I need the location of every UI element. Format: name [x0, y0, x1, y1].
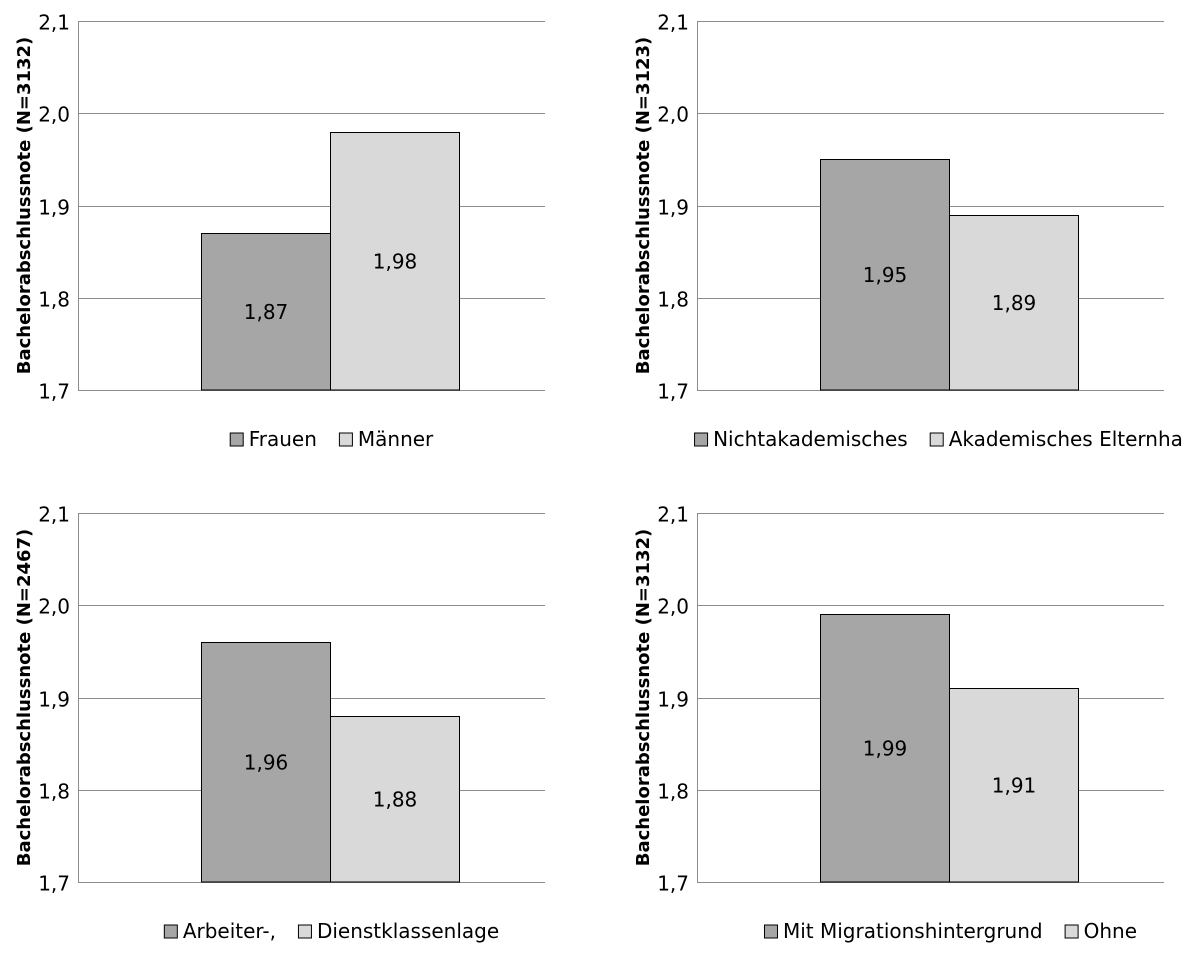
legend: Mit Migrationshintergrund Ohne: [763, 919, 1137, 943]
chart-gender: 1,7 1,8 1,9 2,0 2,1 Bachelorabschlussnote (N=…: [0, 0, 591, 475]
y-axis-title: Bachelorabschlussnote (N=3132): [633, 529, 654, 867]
y-tick-label: 1,7: [38, 872, 70, 896]
y-tick-label: 1,9: [657, 196, 689, 220]
legend-label: Akademisches Elternhaus: [949, 427, 1183, 451]
y-axis-title: Bachelorabschlussnote (N=2467): [14, 529, 35, 867]
legend-label: Frauen: [249, 427, 317, 451]
bar: [330, 716, 460, 883]
data-label: 1,91: [992, 773, 1037, 797]
legend: Nichtakademisches Akademisches Elternhaus: [694, 427, 1183, 451]
y-tick-label: 1,8: [38, 288, 70, 312]
y-tick-label: 2,0: [38, 595, 70, 619]
y-axis-title: Bachelorabschlussnote (N=3123): [633, 37, 654, 375]
legend-swatch: [1064, 924, 1079, 939]
y-tick-label: 1,7: [657, 872, 689, 896]
legend-swatch: [163, 924, 178, 939]
bar: [201, 233, 331, 391]
y-tick-label: 2,1: [657, 11, 689, 35]
bar: [949, 215, 1079, 391]
legend: Frauen Männer: [229, 427, 434, 451]
y-tick-label: 2,1: [657, 503, 689, 527]
y-tick-label: 1,7: [657, 380, 689, 404]
bar: [949, 688, 1079, 883]
legend-swatch: [297, 924, 312, 939]
y-tick-label: 2,0: [657, 595, 689, 619]
bar: [820, 159, 950, 391]
legend-swatch: [763, 924, 778, 939]
y-tick-label: 1,9: [657, 688, 689, 712]
y-tick-label: 1,9: [38, 196, 70, 220]
legend-label: Nichtakademisches: [713, 427, 908, 451]
y-tick-label: 1,8: [657, 288, 689, 312]
y-tick-label: 1,8: [38, 780, 70, 804]
y-tick-label: 1,7: [38, 380, 70, 404]
legend-label: Mit Migrationshintergrund: [783, 919, 1043, 943]
legend-swatch: [694, 432, 709, 447]
legend: Arbeiter-, Dienstklassenlage: [163, 919, 499, 943]
legend-swatch: [929, 432, 944, 447]
legend-label: Arbeiter-,: [183, 919, 276, 943]
y-tick-label: 2,1: [38, 503, 70, 527]
legend-swatch: [229, 432, 244, 447]
y-tick-label: 2,0: [657, 103, 689, 127]
data-label: 1,87: [244, 300, 289, 324]
legend-label: Männer: [358, 427, 434, 451]
legend-label: Dienstklassenlage: [317, 919, 499, 943]
bar: [330, 132, 460, 391]
y-tick-label: 2,1: [38, 11, 70, 35]
chart-parental-education: 1,7 1,8 1,9 2,0 2,1 Bachelorabschlussnote (N=…: [619, 0, 1183, 475]
chart-social-class: 1,7 1,8 1,9 2,0 2,1 Bachelorabschlussnote (N=…: [0, 492, 591, 967]
legend-label: Ohne: [1084, 919, 1137, 943]
y-tick-label: 1,9: [38, 688, 70, 712]
data-label: 1,98: [373, 249, 418, 273]
data-label: 1,96: [244, 750, 289, 774]
data-label: 1,88: [373, 787, 418, 811]
y-tick-label: 2,0: [38, 103, 70, 127]
y-axis-title: Bachelorabschlussnote (N=3132): [14, 37, 35, 375]
legend-swatch: [338, 432, 353, 447]
data-label: 1,99: [863, 736, 908, 760]
chart-grid: 1,7 1,8 1,9 2,0 2,1 Bachelorabschlussnote (N=…: [0, 0, 1183, 944]
bar: [820, 614, 950, 883]
data-label: 1,89: [992, 291, 1037, 315]
chart-migration: 1,7 1,8 1,9 2,0 2,1 Bachelorabschlussnote (N=…: [619, 492, 1183, 967]
y-tick-label: 1,8: [657, 780, 689, 804]
data-label: 1,95: [863, 263, 908, 287]
